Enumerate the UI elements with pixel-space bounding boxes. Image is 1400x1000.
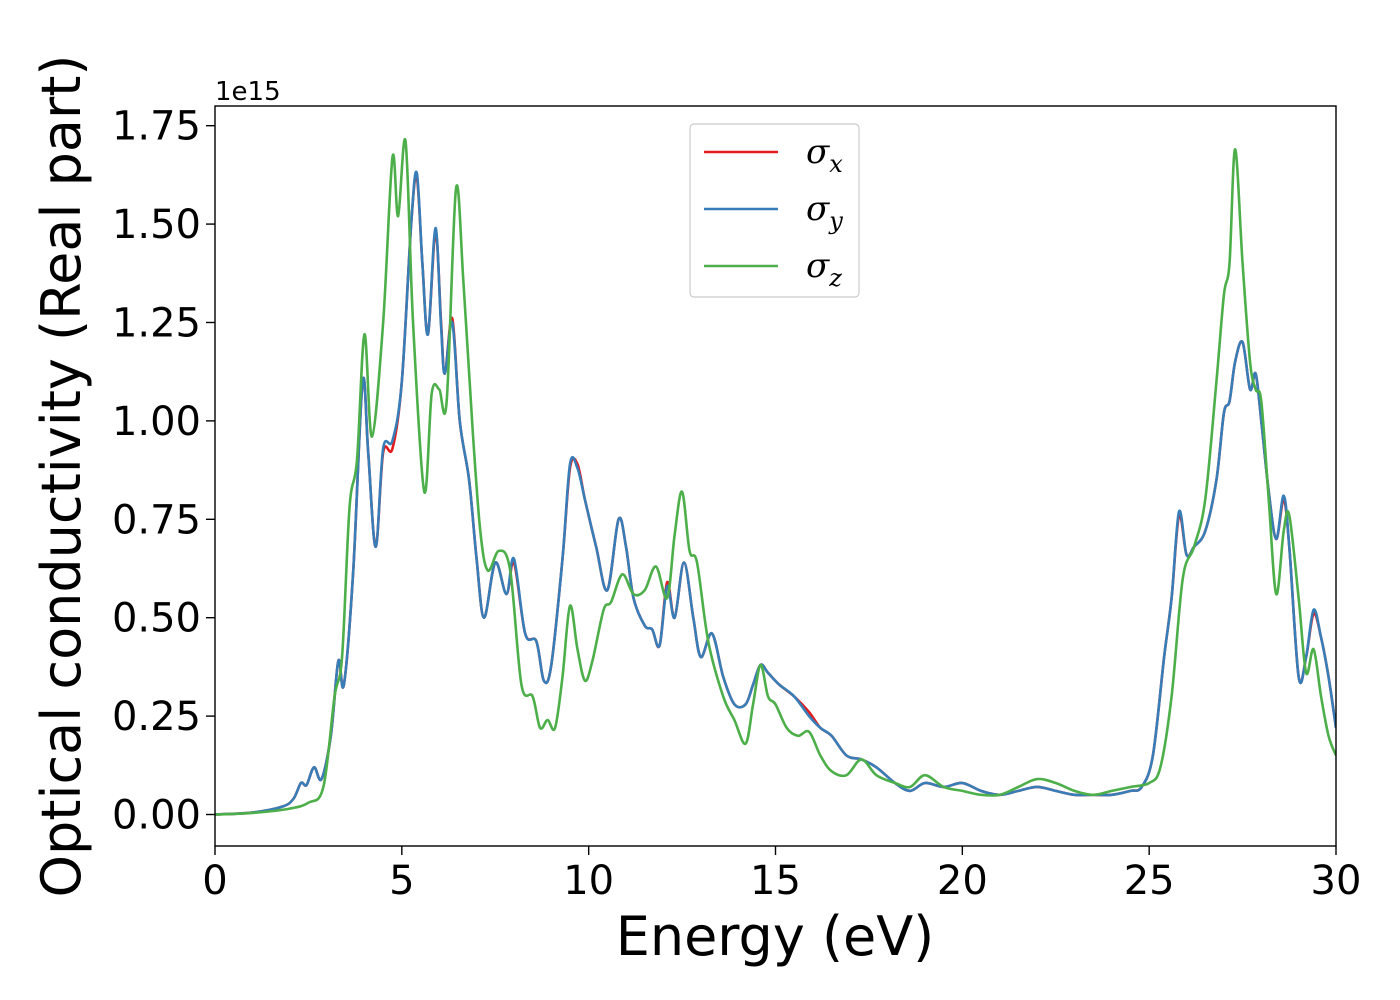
y-tick-label: 0.75 (112, 497, 201, 543)
x-tick-label: 10 (563, 858, 614, 904)
y-tick-label: 0.50 (112, 596, 201, 642)
y-offset-label: 1e15 (215, 77, 281, 107)
y-tick-label: 1.25 (112, 300, 201, 346)
y-tick-label: 0.00 (112, 793, 201, 839)
x-tick-label: 15 (750, 858, 801, 904)
x-tick-label: 30 (1311, 858, 1362, 904)
series-line-z (215, 137, 1336, 816)
x-axis-title: Energy (eV) (616, 905, 935, 968)
legend-label-x: σx (806, 132, 843, 178)
legend: σx σy σz (689, 123, 860, 298)
legend-box (689, 123, 860, 298)
y-tick-label: 1.75 (112, 104, 201, 150)
x-axis: 0 5 10 15 20 25 30 (202, 846, 1361, 904)
y-tick-label: 1.50 (112, 202, 201, 248)
y-axis: 0.00 0.25 0.50 0.75 1.00 1.25 1.50 1.75 (112, 104, 215, 839)
legend-label-y: σy (806, 189, 843, 235)
y-axis-title: Optical conductivity (Real part) (30, 55, 93, 898)
legend-label-z: σz (806, 246, 842, 292)
x-tick-label: 5 (389, 858, 414, 904)
series-line-y (215, 170, 1336, 816)
plot-lines (215, 137, 1336, 816)
y-tick-label: 1.00 (112, 399, 201, 445)
y-tick-label: 0.25 (112, 694, 201, 740)
x-tick-label: 20 (937, 858, 988, 904)
x-tick-label: 0 (202, 858, 227, 904)
x-tick-label: 25 (1124, 858, 1175, 904)
